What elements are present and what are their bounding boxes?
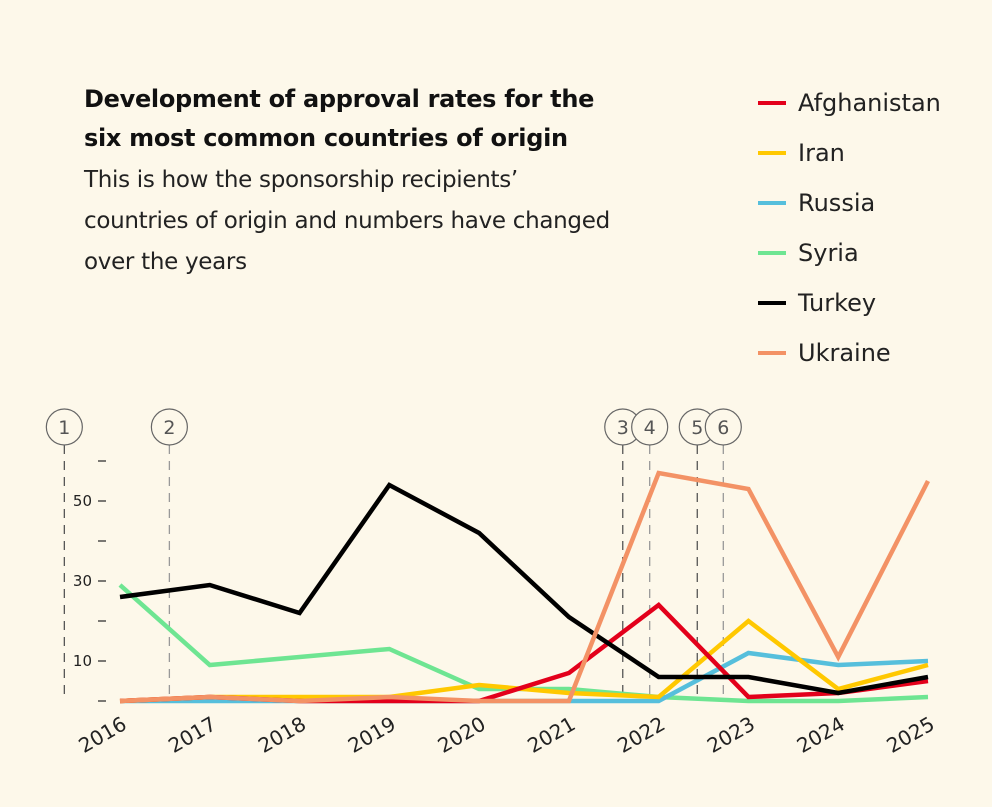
legend-swatch [758, 151, 786, 155]
chart-title: Development of approval rates for the si… [84, 80, 594, 158]
chart-subtitle: This is how the sponsorship recipients’ … [84, 160, 704, 283]
legend-swatch [758, 201, 786, 205]
legend-item: Syria [758, 228, 941, 278]
annotation-marker [631, 408, 669, 446]
x-tick-label: 2025 [882, 712, 938, 758]
x-tick-label: 2020 [434, 712, 490, 758]
annotation-label: 5 [691, 417, 703, 439]
chart-subtitle-line: over the years [84, 249, 247, 275]
annotation-marker [150, 408, 188, 446]
y-tick-label: 50 [73, 492, 92, 510]
legend-swatch [758, 301, 786, 305]
y-tick-label: 10 [73, 652, 92, 670]
legend-label: Ukraine [798, 339, 891, 367]
chart-subtitle-line: This is how the sponsorship recipients’ [84, 167, 518, 193]
annotation-label: 3 [617, 417, 629, 439]
x-tick-label: 2016 [74, 712, 130, 758]
legend-item: Iran [758, 128, 941, 178]
legend-swatch [758, 101, 786, 105]
series-line-ukraine [119, 470, 931, 704]
annotation-label: 1 [58, 417, 70, 439]
y-tick-label: 30 [73, 572, 92, 590]
x-tick-label: 2024 [793, 712, 849, 758]
x-tick-label: 2019 [344, 712, 400, 758]
chart-title-line: Development of approval rates for the [84, 85, 595, 113]
annotation-label: 6 [717, 417, 729, 439]
x-tick-label: 2022 [613, 712, 669, 758]
series-line-turkey [119, 482, 929, 696]
legend-swatch [758, 251, 786, 255]
legend-item: Turkey [758, 278, 941, 328]
legend-label: Afghanistan [798, 89, 941, 117]
legend-label: Iran [798, 139, 845, 167]
legend-label: Turkey [798, 289, 877, 317]
x-tick-label: 2017 [164, 712, 220, 758]
annotation-label: 4 [644, 417, 656, 439]
x-tick-label: 2021 [523, 712, 579, 758]
legend-item: Russia [758, 178, 941, 228]
chart-title-line: six most common countries of origin [84, 124, 568, 152]
legend-label: Russia [798, 189, 876, 217]
x-tick-label: 2023 [703, 712, 759, 758]
legend-item: Ukraine [758, 328, 941, 378]
chart-subtitle-line: countries of origin and numbers have cha… [84, 208, 610, 234]
legend-label: Syria [798, 239, 859, 267]
x-tick-label: 2018 [254, 712, 310, 758]
legend: Afghanistan Iran Russia Syria Turkey Ukraine [758, 78, 941, 378]
annotation-label: 2 [163, 417, 175, 439]
legend-swatch [758, 351, 786, 355]
legend-item: Afghanistan [758, 78, 941, 128]
annotation-marker [704, 408, 742, 446]
annotation-marker [45, 408, 83, 446]
